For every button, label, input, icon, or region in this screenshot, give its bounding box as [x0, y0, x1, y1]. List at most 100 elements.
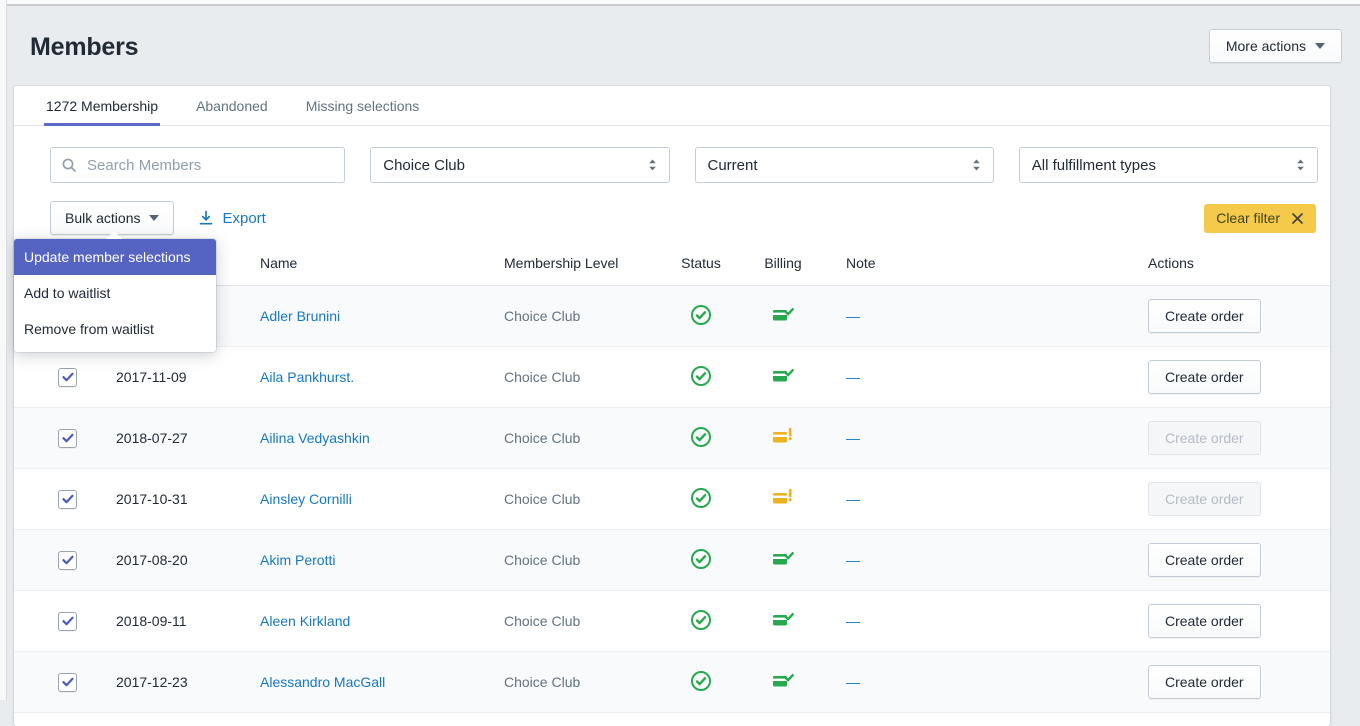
table-row: Adler Brunini Choice Club — Create order — [14, 286, 1330, 347]
signup-date: 2018-09-11 — [116, 613, 187, 629]
select-stepper-icon — [1296, 158, 1305, 172]
left-edge-panel — [0, 0, 7, 700]
status-active-icon — [690, 365, 712, 387]
membership-level: Choice Club — [504, 491, 581, 507]
clear-filter-chip[interactable]: Clear filter — [1204, 203, 1316, 233]
membership-level: Choice Club — [504, 430, 581, 446]
billing-status-icon — [740, 427, 826, 448]
table-row: 2017-10-31 Ainsley Cornilli Choice Club … — [14, 469, 1330, 530]
header-note: Note — [846, 255, 876, 271]
signup-date: 2018-07-27 — [116, 430, 188, 446]
create-order-button[interactable]: Create order — [1148, 299, 1261, 333]
table-row: 2018-09-11 Aleen Kirkland Choice Club — … — [14, 591, 1330, 652]
billing-status-icon — [740, 611, 826, 631]
note-value: — — [846, 613, 860, 629]
billing-status-icon — [740, 488, 826, 509]
status-active-icon — [690, 487, 712, 509]
signup-date: 2017-11-09 — [116, 369, 187, 385]
signup-date: 2017-12-23 — [116, 674, 188, 690]
search-input[interactable] — [85, 155, 335, 175]
billing-status-icon — [740, 306, 826, 326]
status-filter-select[interactable]: Current — [694, 147, 994, 183]
select-stepper-icon — [972, 158, 981, 172]
header-status: Status — [681, 255, 721, 271]
member-name-link[interactable]: Aila Pankhurst. — [260, 369, 355, 385]
membership-level: Choice Club — [504, 552, 581, 568]
signup-date: 2017-10-31 — [116, 491, 188, 507]
tab-bar: 1272 Membership Abandoned Missing select… — [14, 86, 1330, 126]
create-order-button[interactable]: Create order — [1148, 482, 1261, 516]
note-value: — — [846, 369, 860, 385]
menu-item-remove-from-waitlist[interactable]: Remove from waitlist — [24, 321, 154, 337]
row-checkbox[interactable] — [58, 489, 77, 509]
member-name-link[interactable]: Akim Perotti — [260, 552, 336, 568]
membership-level: Choice Club — [504, 369, 581, 385]
status-active-icon — [690, 609, 712, 631]
export-download-icon — [198, 210, 214, 226]
billing-status-icon — [740, 550, 826, 570]
more-actions-button[interactable]: More actions — [1208, 29, 1342, 63]
export-link[interactable]: Export — [198, 210, 266, 227]
status-active-icon — [690, 426, 712, 448]
table-row: 2017-11-09 Aila Pankhurst. Choice Club —… — [14, 347, 1330, 408]
membership-level: Choice Club — [504, 674, 581, 690]
note-value: — — [846, 430, 860, 446]
row-checkbox[interactable] — [58, 611, 77, 631]
club-filter-select[interactable]: Choice Club — [370, 147, 670, 183]
search-box[interactable] — [50, 147, 346, 183]
menu-item-add-to-waitlist[interactable]: Add to waitlist — [24, 285, 111, 301]
note-value: — — [846, 674, 860, 690]
select-stepper-icon — [648, 158, 657, 172]
row-checkbox[interactable] — [58, 428, 77, 448]
search-icon — [61, 157, 77, 173]
note-value: — — [846, 491, 860, 507]
membership-level: Choice Club — [504, 613, 581, 629]
billing-status-icon — [740, 672, 826, 692]
row-checkbox[interactable] — [58, 550, 77, 570]
status-active-icon — [690, 670, 712, 692]
header-membership-level: Membership Level — [504, 255, 619, 271]
bulk-actions-menu: Update member selections Add to waitlist… — [14, 231, 216, 352]
create-order-button[interactable]: Create order — [1148, 421, 1261, 455]
members-card: 1272 Membership Abandoned Missing select… — [14, 86, 1330, 726]
create-order-button[interactable]: Create order — [1148, 543, 1261, 577]
table-header-row: Name Membership Level Status Billing Not… — [14, 241, 1330, 286]
bulk-toolbar: Bulk actions Export Clear filter — [50, 201, 1316, 235]
table-row: 2017-12-23 Alessandro MacGall Choice Clu… — [14, 652, 1330, 713]
page-header: Members More actions — [30, 27, 1342, 69]
table-row: 2017-08-20 Akim Perotti Choice Club — Cr… — [14, 530, 1330, 591]
member-name-link[interactable]: Ailina Vedyashkin — [260, 430, 370, 446]
tab-abandoned[interactable]: Abandoned — [196, 97, 268, 114]
bulk-actions-button[interactable]: Bulk actions — [50, 201, 175, 235]
top-divider — [0, 0, 1360, 6]
member-name-link[interactable]: Adler Brunini — [260, 308, 341, 324]
page-title: Members — [30, 33, 139, 61]
tab-missing-selections[interactable]: Missing selections — [305, 97, 420, 114]
create-order-button[interactable]: Create order — [1148, 360, 1261, 394]
chevron-down-icon — [1315, 43, 1325, 49]
member-name-link[interactable]: Aleen Kirkland — [260, 613, 351, 629]
create-order-button[interactable]: Create order — [1148, 604, 1261, 638]
note-value: — — [846, 308, 860, 324]
filter-row: Choice Club Current All fulfillment type… — [50, 147, 1318, 183]
fulfillment-filter-select[interactable]: All fulfillment types — [1018, 147, 1318, 183]
member-name-link[interactable]: Alessandro MacGall — [260, 674, 386, 690]
row-checkbox[interactable] — [58, 672, 77, 692]
row-checkbox[interactable] — [58, 367, 77, 387]
chevron-down-icon — [149, 215, 160, 221]
create-order-button[interactable]: Create order — [1148, 665, 1261, 699]
billing-status-icon — [740, 367, 826, 387]
header-actions: Actions — [1148, 255, 1194, 271]
more-actions-label: More actions — [1225, 38, 1306, 54]
status-active-icon — [690, 548, 712, 570]
close-icon[interactable] — [1291, 212, 1304, 225]
member-name-link[interactable]: Ainsley Cornilli — [260, 491, 352, 507]
status-active-icon — [690, 304, 712, 326]
menu-item-update-member-selections[interactable]: Update member selections — [14, 239, 216, 275]
membership-level: Choice Club — [504, 308, 581, 324]
signup-date: 2017-08-20 — [116, 552, 188, 568]
table-row: 2018-07-27 Ailina Vedyashkin Choice Club… — [14, 408, 1330, 469]
header-name: Name — [260, 255, 298, 271]
tab-membership[interactable]: 1272 Membership — [44, 86, 161, 126]
header-billing: Billing — [764, 255, 802, 271]
